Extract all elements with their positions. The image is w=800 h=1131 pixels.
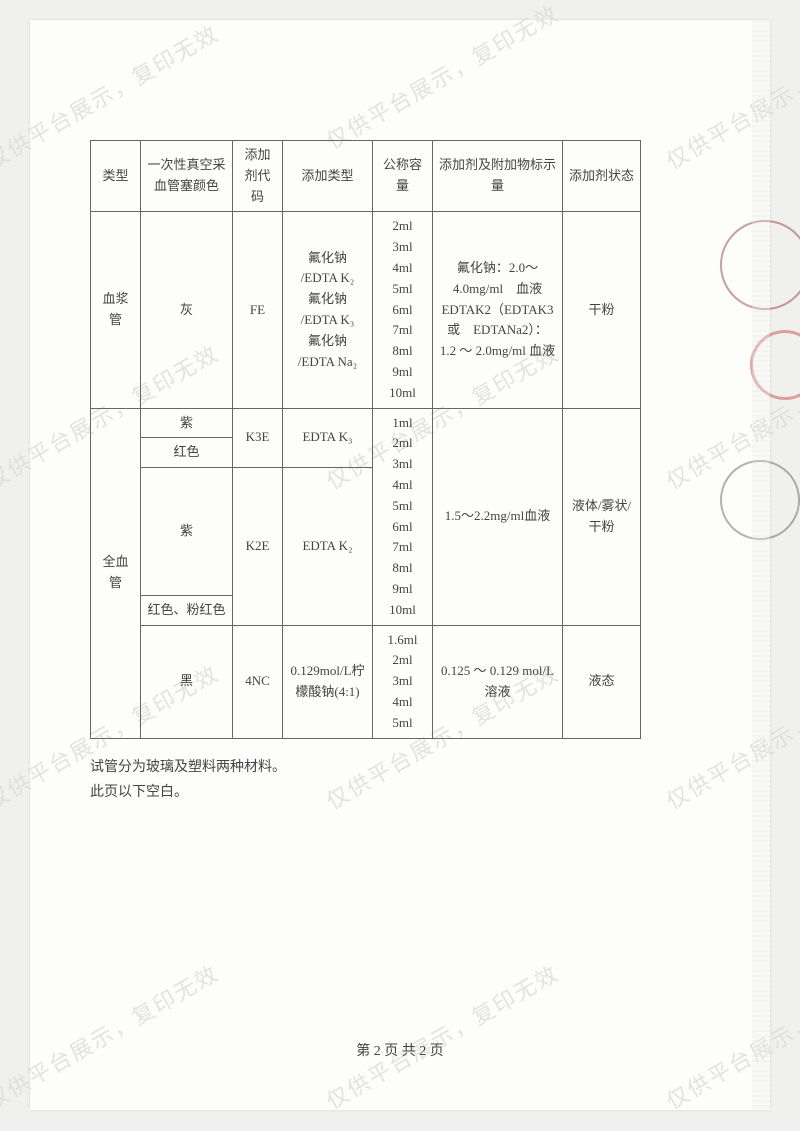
notes-block: 试管分为玻璃及塑料两种材料。 此页以下空白。 — [90, 755, 286, 805]
watermark: 仅供平台展示，复印无效 — [660, 656, 800, 816]
cell-code: 4NC — [233, 625, 283, 738]
cell-color: 紫 — [141, 408, 233, 438]
cell-color: 黑 — [141, 625, 233, 738]
cell-color: 红色、粉红色 — [141, 595, 233, 625]
note-line: 试管分为玻璃及塑料两种材料。 — [90, 755, 286, 780]
document-page: 仅供平台展示，复印无效 仅供平台展示，复印无效 仅供平台展示，复印无效 仅供平台… — [30, 20, 770, 1110]
cell-addtype: 0.129mol/L柠檬酸钠(4:1) — [283, 625, 373, 738]
cell-amount: 氟化钠：2.0～4.0mg/ml 血液EDTAK2（EDTAK3或 EDTANa… — [433, 212, 563, 408]
watermark: 仅供平台展示，复印无效 — [660, 956, 800, 1116]
cell-state: 液态 — [563, 625, 641, 738]
cell-volume: 1.6ml2ml3ml4ml5ml — [373, 625, 433, 738]
cell-color: 灰 — [141, 212, 233, 408]
cell-volume: 2ml3ml4ml5ml6ml7ml8ml9ml10ml — [373, 212, 433, 408]
cell-amount: 0.125 ～ 0.129 mol/L溶液 — [433, 625, 563, 738]
watermark: 仅供平台展示，复印无效 — [0, 956, 224, 1116]
cell-addtype: 氟化钠/EDTA K₂氟化钠/EDTA K₃氟化钠/EDTA Na₂ — [283, 212, 373, 408]
header-state: 添加剂状态 — [563, 141, 641, 212]
cell-color: 红色 — [141, 438, 233, 468]
header-volume: 公称容量 — [373, 141, 433, 212]
cell-color: 紫 — [141, 468, 233, 596]
note-line: 此页以下空白。 — [90, 780, 286, 805]
header-addtype: 添加类型 — [283, 141, 373, 212]
cell-state: 干粉 — [563, 212, 641, 408]
specification-table: 类型 一次性真空采血管塞颜色 添加剂代码 添加类型 公称容量 添加剂及附加物标示… — [90, 140, 641, 739]
table-header-row: 类型 一次性真空采血管塞颜色 添加剂代码 添加类型 公称容量 添加剂及附加物标示… — [91, 141, 641, 212]
cell-type: 血浆管 — [91, 212, 141, 408]
table-row: 血浆管 灰 FE 氟化钠/EDTA K₂氟化钠/EDTA K₃氟化钠/EDTA … — [91, 212, 641, 408]
watermark: 仅供平台展示，复印无效 — [320, 0, 565, 156]
page-number: 第 2 页 共 2 页 — [30, 1040, 770, 1060]
cell-volume: 1ml2ml3ml4ml5ml6ml7ml8ml9ml10ml — [373, 408, 433, 625]
header-code: 添加剂代码 — [233, 141, 283, 212]
cell-addtype: EDTA K₂ — [283, 468, 373, 625]
cell-amount: 1.5～2.2mg/ml血液 — [433, 408, 563, 625]
cell-code: FE — [233, 212, 283, 408]
cell-addtype: EDTA K₃ — [283, 408, 373, 468]
header-type: 类型 — [91, 141, 141, 212]
header-color: 一次性真空采血管塞颜色 — [141, 141, 233, 212]
cell-state: 液体/雾状/干粉 — [563, 408, 641, 625]
cell-type: 全血管 — [91, 408, 141, 738]
header-amount: 添加剂及附加物标示量 — [433, 141, 563, 212]
watermark: 仅供平台展示，复印无效 — [660, 16, 800, 176]
watermark: 仅供平台展示，复印无效 — [320, 956, 565, 1116]
table-row: 全血管 紫 K3E EDTA K₃ 1ml2ml3ml4ml5ml6ml7ml8… — [91, 408, 641, 438]
table-row: 黑 4NC 0.129mol/L柠檬酸钠(4:1) 1.6ml2ml3ml4ml… — [91, 625, 641, 738]
cell-code: K2E — [233, 468, 283, 625]
page-edge — [752, 20, 770, 1110]
cell-code: K3E — [233, 408, 283, 468]
